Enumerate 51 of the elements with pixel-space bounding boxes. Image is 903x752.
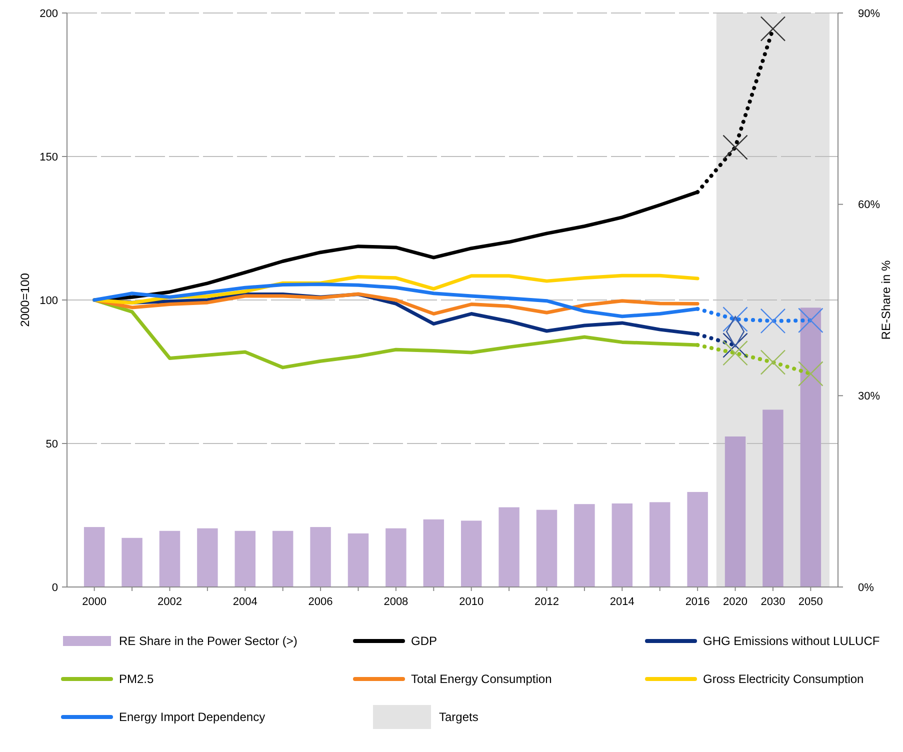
bar [687, 492, 708, 587]
legend-label: Total Energy Consumption [411, 672, 552, 686]
y-tick-label: 0 [52, 582, 58, 594]
x-tick-label: 2012 [534, 596, 559, 608]
bar [310, 527, 331, 587]
legend-label: PM2.5 [119, 672, 154, 686]
bar [762, 410, 784, 587]
bar [800, 308, 822, 587]
bar [348, 533, 369, 587]
y2-tick-label: 90% [858, 8, 880, 20]
x-tick-label: 2030 [760, 596, 786, 608]
x-tick-label: 2004 [232, 596, 258, 608]
bar [159, 530, 180, 587]
bar [536, 510, 558, 587]
legend-label: GDP [411, 634, 438, 648]
bar [423, 519, 444, 587]
legend-label: RE Share in the Power Sector (>) [119, 634, 298, 648]
y-tick-label: 150 [40, 151, 58, 164]
legend-label: Gross Electricity Consumption [703, 672, 864, 686]
y-tick-label: 100 [40, 294, 58, 307]
legend-label: Energy Import Dependency [119, 710, 266, 724]
bar [498, 507, 520, 587]
x-tick-label: 2008 [384, 596, 408, 608]
bar [386, 528, 406, 587]
x-tick-label: 2002 [157, 596, 182, 608]
bar [574, 504, 595, 587]
y-axis-title: 2000=100 [18, 272, 32, 327]
y2-tick-label: 60% [858, 199, 880, 212]
x-tick-label: 2000 [82, 596, 107, 608]
y2-axis-title: RE-Share in % [879, 260, 893, 340]
x-tick-label: 2014 [610, 596, 634, 608]
y-tick-label: 200 [40, 8, 58, 20]
legend-label: GHG Emissions without LULUCF [703, 634, 880, 648]
bar [649, 502, 670, 587]
bar [234, 530, 256, 587]
y-tick-label: 50 [46, 438, 58, 450]
legend-label: Targets [439, 710, 478, 724]
bar [724, 436, 746, 587]
bar [84, 527, 105, 587]
y2-tick-label: 0% [858, 582, 874, 594]
bar [122, 538, 142, 587]
x-tick-label: 2010 [459, 596, 484, 608]
bar [612, 503, 633, 587]
y2-tick-label: 30% [858, 390, 880, 403]
x-tick-label: 2016 [685, 596, 710, 608]
bar [272, 530, 294, 587]
bar [460, 520, 482, 587]
x-tick-label: 2006 [308, 596, 333, 608]
x-tick-label: 2050 [798, 596, 823, 608]
x-tick-label: 2020 [723, 596, 748, 608]
bar [197, 528, 218, 587]
